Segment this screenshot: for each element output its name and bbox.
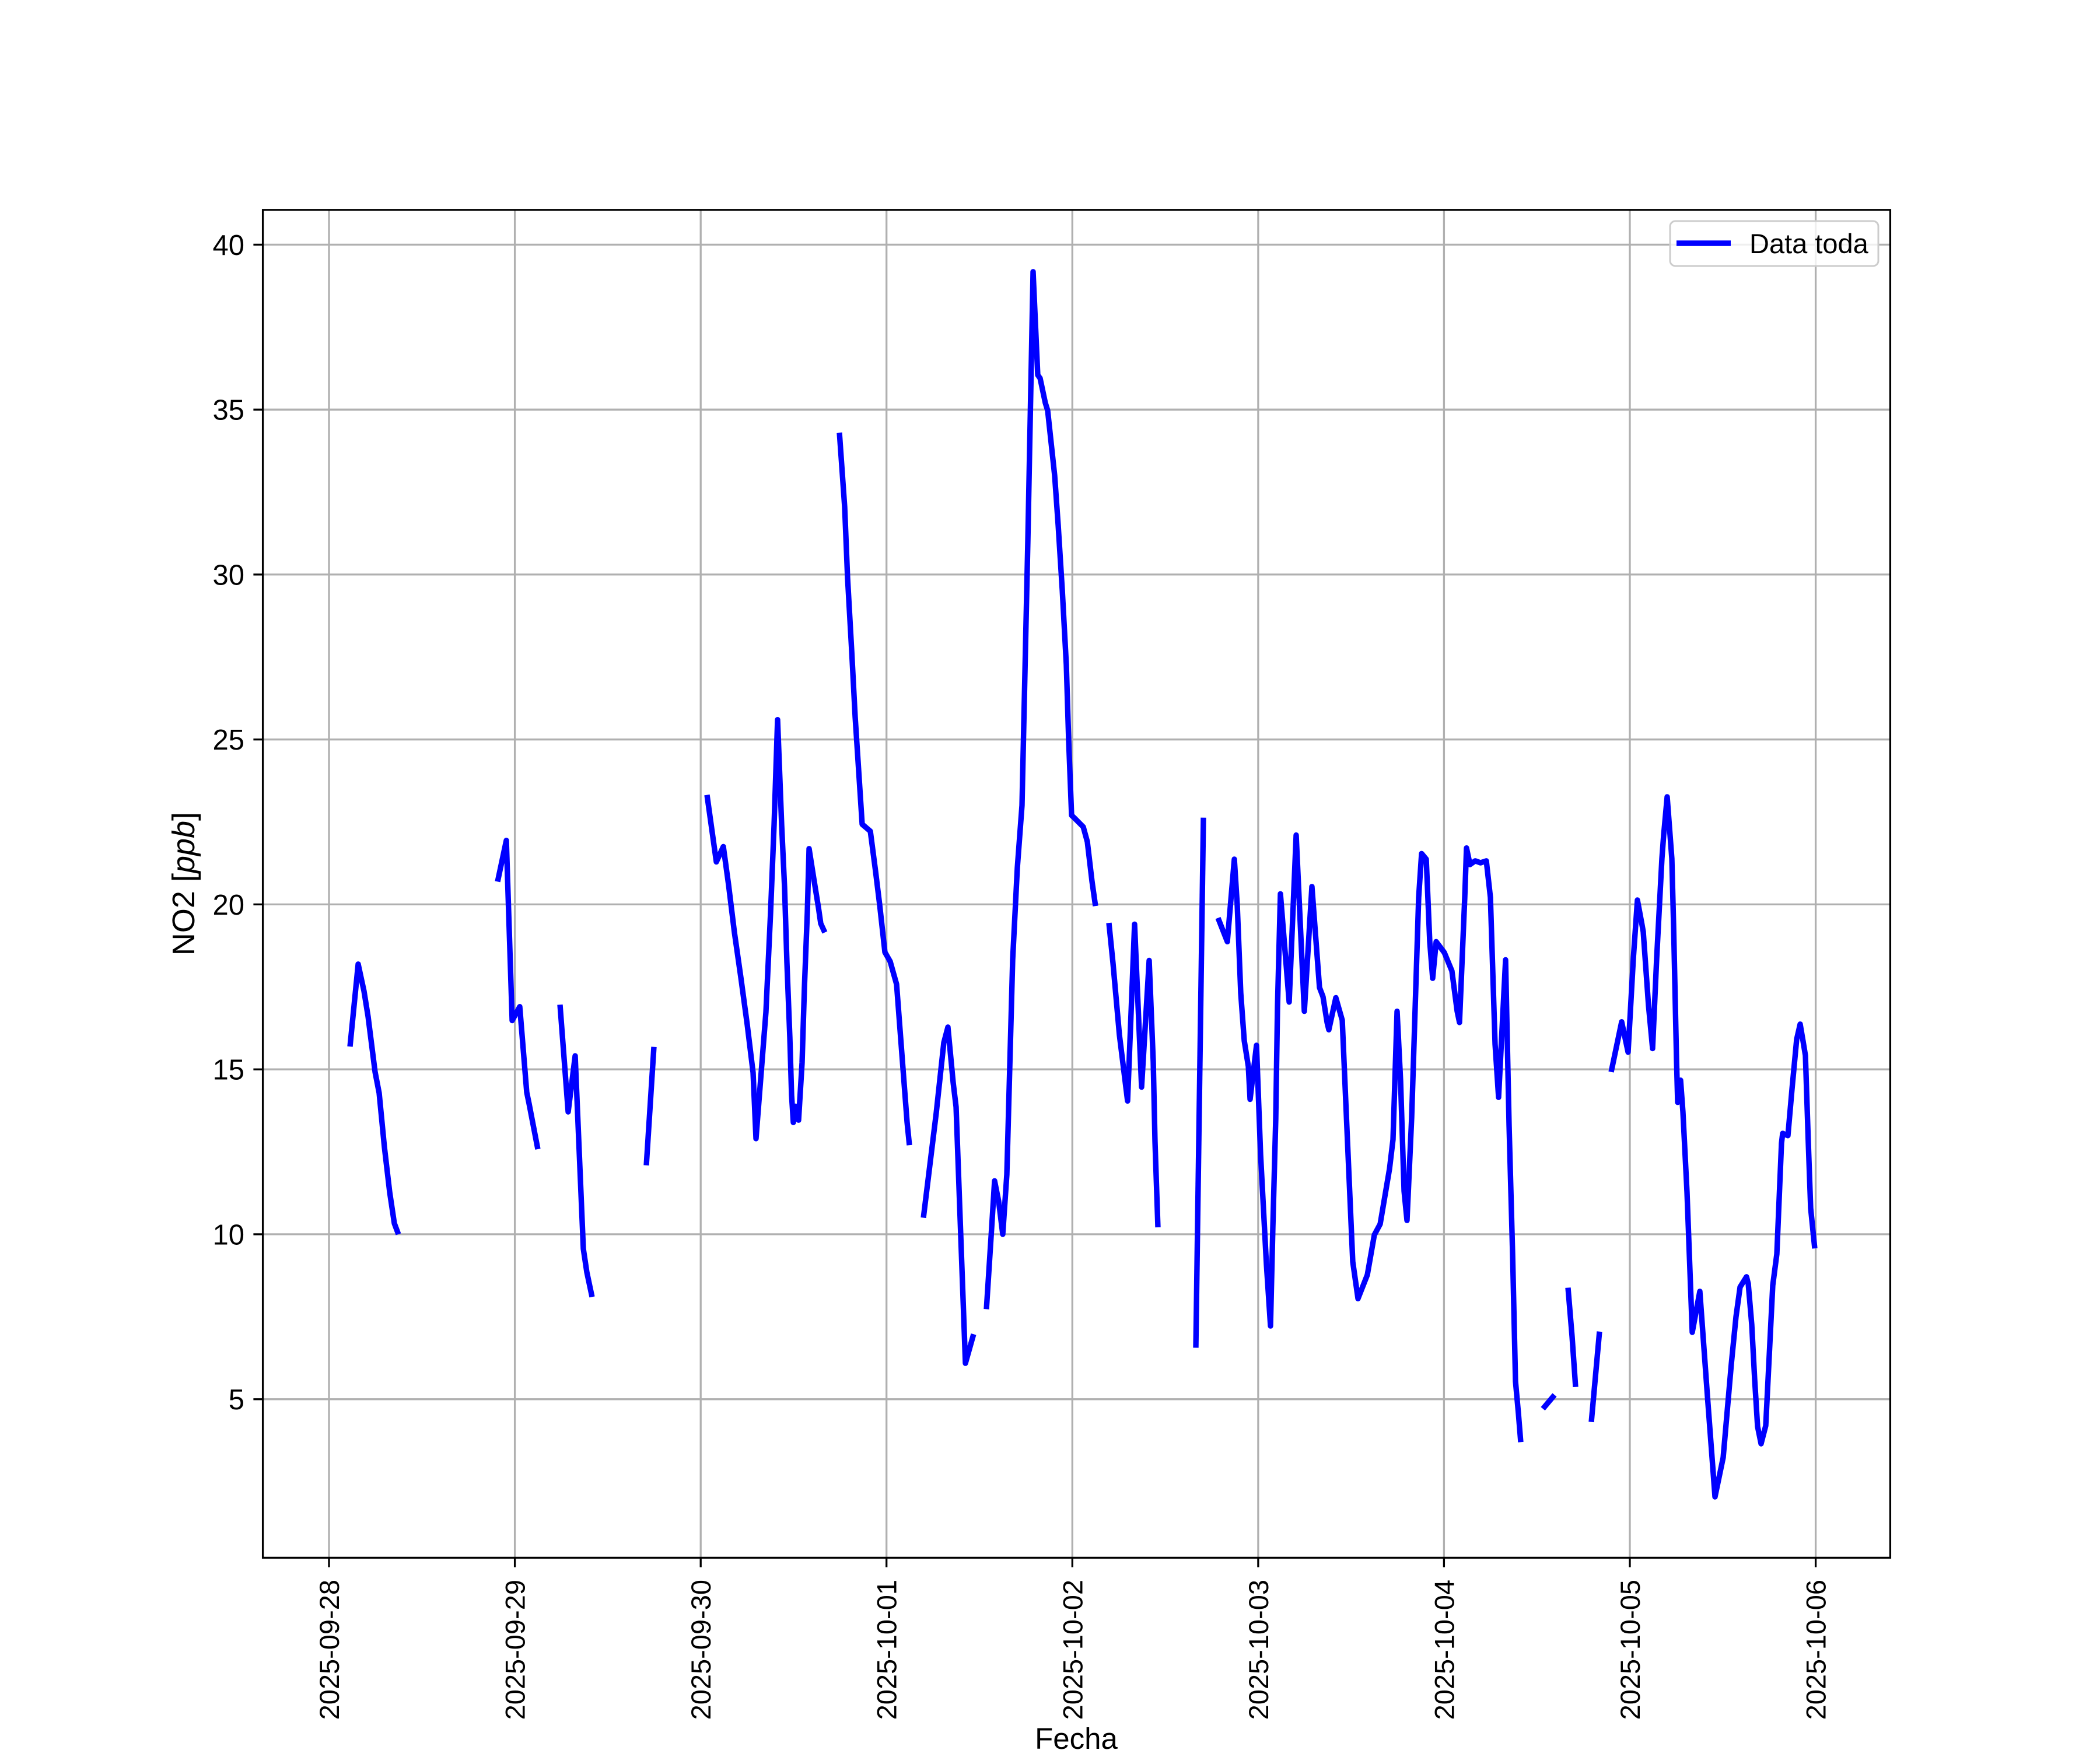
- svg-text:25: 25: [212, 724, 244, 756]
- svg-text:2025-10-02: 2025-10-02: [1057, 1580, 1088, 1720]
- svg-text:30: 30: [212, 559, 244, 591]
- svg-text:2025-09-28: 2025-09-28: [314, 1580, 345, 1720]
- svg-text:40: 40: [212, 230, 244, 261]
- svg-text:2025-10-06: 2025-10-06: [1801, 1580, 1832, 1720]
- svg-text:20: 20: [212, 890, 244, 921]
- svg-text:10: 10: [212, 1219, 244, 1251]
- svg-text:2025-09-30: 2025-09-30: [685, 1580, 716, 1720]
- svg-text:2025-10-04: 2025-10-04: [1429, 1580, 1460, 1720]
- svg-text:5: 5: [229, 1384, 244, 1416]
- svg-text:2025-10-05: 2025-10-05: [1615, 1580, 1646, 1720]
- svg-text:35: 35: [212, 395, 244, 426]
- svg-text:NO2 [ppb]: NO2 [ppb]: [166, 812, 201, 956]
- svg-text:Fecha: Fecha: [1035, 1722, 1118, 1750]
- svg-text:Data toda: Data toda: [1749, 228, 1869, 259]
- svg-text:2025-09-29: 2025-09-29: [500, 1580, 531, 1720]
- svg-text:2025-10-01: 2025-10-01: [872, 1580, 902, 1720]
- svg-text:2025-10-03: 2025-10-03: [1243, 1580, 1274, 1720]
- svg-text:15: 15: [212, 1055, 244, 1086]
